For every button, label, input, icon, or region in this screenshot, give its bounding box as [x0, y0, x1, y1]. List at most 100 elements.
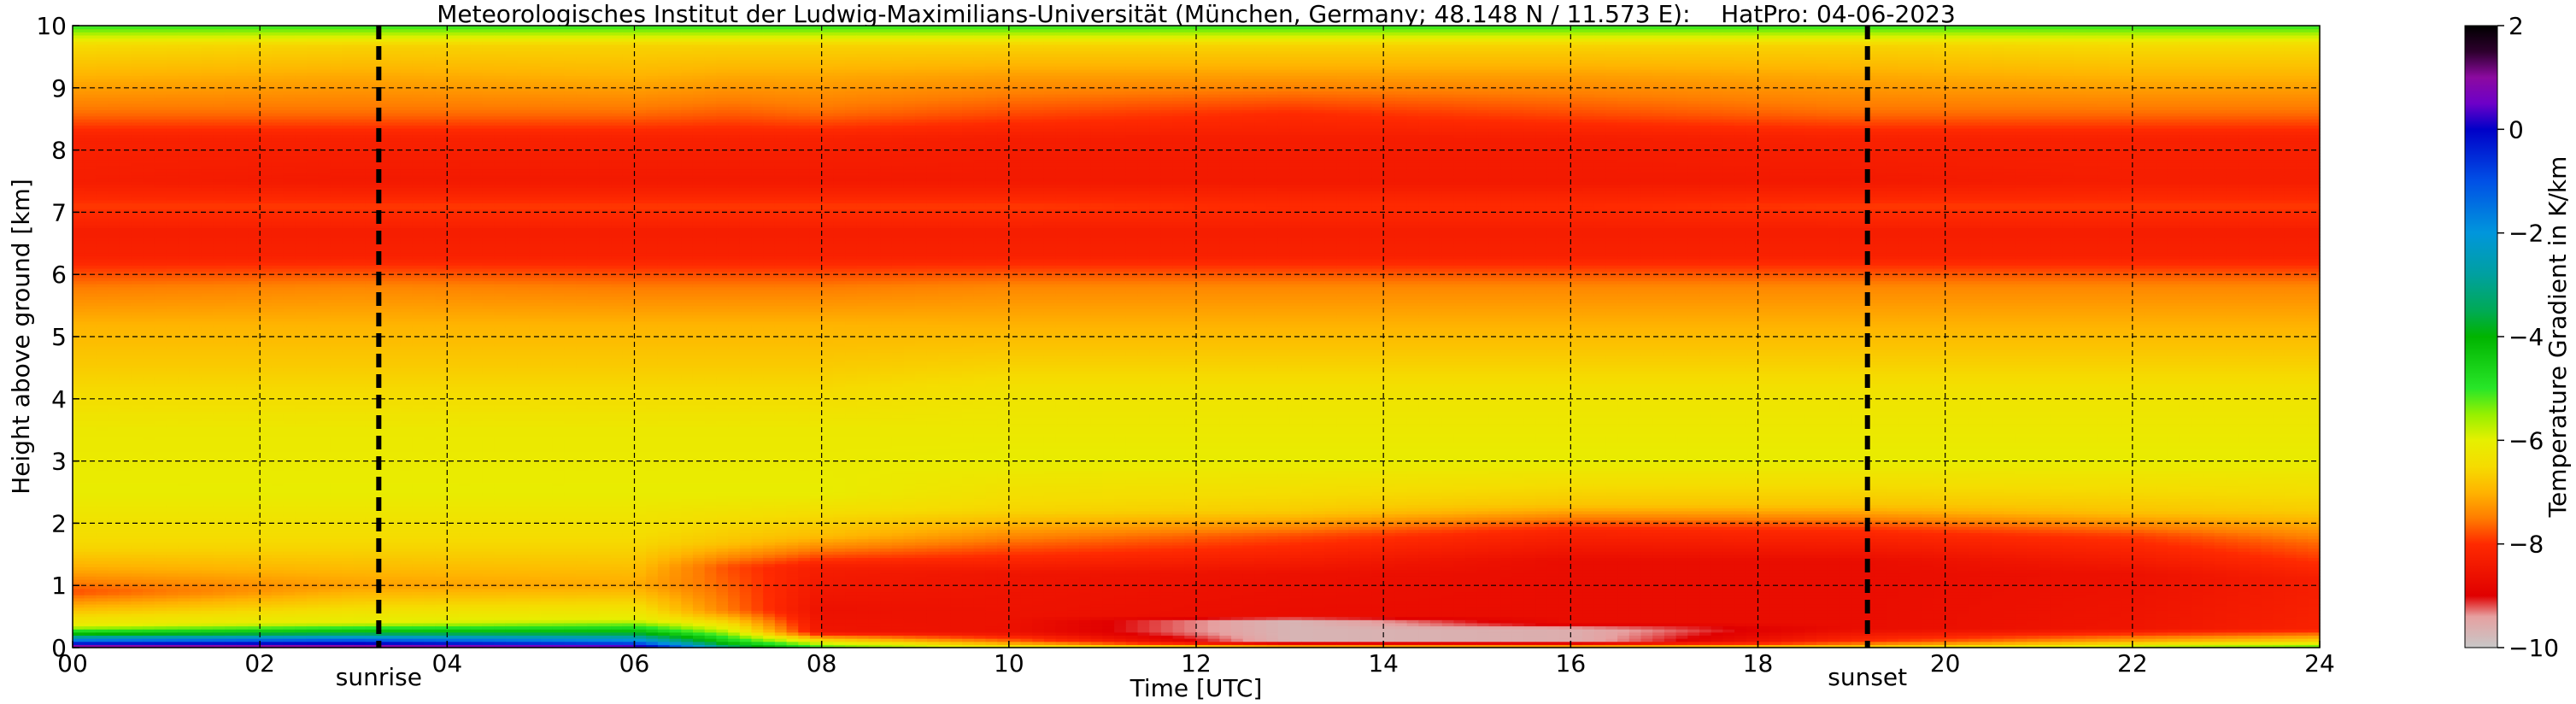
- heatmap-cell: [283, 34, 296, 39]
- heatmap-cell: [131, 112, 144, 117]
- heatmap-cell: [73, 221, 85, 226]
- heatmap-cell: [178, 290, 191, 294]
- heatmap-cell: [189, 610, 202, 614]
- heatmap-cell: [143, 455, 155, 459]
- heatmap-cell: [131, 47, 144, 51]
- heatmap-cell: [154, 398, 167, 403]
- heatmap-cell: [189, 153, 202, 157]
- heatmap-cell: [201, 439, 214, 443]
- heatmap-cell: [201, 638, 214, 642]
- heatmap-cell: [236, 591, 249, 595]
- heatmap-cell: [283, 131, 296, 135]
- heatmap-cell: [201, 206, 214, 210]
- heatmap-cell: [189, 221, 202, 226]
- heatmap-cell: [295, 436, 308, 440]
- heatmap-cell: [306, 591, 320, 595]
- heatmap-cell: [201, 560, 214, 565]
- heatmap-cell: [330, 202, 343, 207]
- heatmap-cell: [178, 588, 191, 593]
- heatmap-column: [260, 26, 273, 648]
- heatmap-cell: [353, 554, 367, 559]
- heatmap-cell: [248, 193, 261, 197]
- heatmap-cell: [236, 68, 249, 73]
- heatmap-cell: [318, 199, 331, 204]
- heatmap-cell: [201, 109, 214, 114]
- heatmap-cell: [295, 47, 308, 51]
- heatmap-cell: [306, 320, 320, 326]
- heatmap-cell: [189, 277, 202, 282]
- heatmap-cell: [306, 352, 320, 356]
- heatmap-cell: [271, 318, 285, 322]
- heatmap-cell: [131, 526, 144, 531]
- heatmap-cell: [166, 125, 179, 129]
- heatmap-cell: [306, 187, 320, 191]
- heatmap-cell: [131, 635, 144, 639]
- heatmap-cell: [213, 595, 226, 599]
- heatmap-cell: [295, 106, 308, 110]
- heatmap-cell: [131, 197, 144, 201]
- heatmap-cell: [96, 78, 109, 83]
- heatmap-cell: [108, 227, 120, 232]
- heatmap-cell: [353, 193, 367, 197]
- heatmap-cell: [271, 408, 285, 412]
- heatmap-cell: [143, 81, 155, 85]
- heatmap-cell: [353, 542, 367, 546]
- heatmap-cell: [318, 119, 331, 123]
- heatmap-cell: [306, 492, 320, 496]
- heatmap-cell: [260, 284, 273, 288]
- heatmap-cell: [353, 271, 367, 275]
- heatmap-cell: [342, 337, 355, 341]
- heatmap-cell: [178, 212, 191, 216]
- heatmap-cell: [260, 144, 273, 148]
- heatmap-cell: [295, 267, 308, 273]
- heatmap-cell: [295, 311, 308, 316]
- heatmap-cell: [271, 483, 285, 487]
- heatmap-cell: [189, 517, 202, 521]
- heatmap-cell: [96, 286, 109, 290]
- heatmap-cell: [295, 538, 308, 543]
- heatmap-cell: [236, 457, 249, 462]
- heatmap-cell: [236, 91, 249, 95]
- heatmap-cell: [342, 215, 355, 220]
- heatmap-cell: [143, 227, 155, 232]
- heatmap-cell: [166, 103, 179, 108]
- heatmap-cell: [143, 476, 155, 481]
- heatmap-cell: [236, 81, 249, 85]
- heatmap-cell: [330, 87, 343, 92]
- heatmap-cell: [236, 504, 249, 508]
- heatmap-cell: [166, 367, 179, 372]
- heatmap-cell: [108, 411, 120, 415]
- heatmap-cell: [178, 519, 191, 524]
- heatmap-cell: [271, 155, 285, 161]
- heatmap-cell: [342, 619, 355, 624]
- heatmap-cell: [166, 212, 179, 216]
- heatmap-cell: [306, 146, 320, 151]
- heatmap-cell: [154, 355, 167, 360]
- heatmap-cell: [96, 597, 109, 601]
- heatmap-cell: [248, 165, 261, 170]
- heatmap-cell: [353, 364, 367, 368]
- heatmap-cell: [119, 299, 132, 303]
- heatmap-cell: [154, 97, 167, 101]
- heatmap-cell: [342, 68, 355, 73]
- heatmap-cell: [330, 131, 343, 135]
- heatmap-cell: [260, 212, 273, 216]
- heatmap-cell: [213, 501, 226, 506]
- heatmap-cell: [213, 134, 226, 138]
- heatmap-cell: [143, 144, 155, 148]
- heatmap-cell: [353, 570, 367, 574]
- heatmap-cell: [295, 604, 308, 608]
- heatmap-cell: [342, 85, 355, 89]
- heatmap-cell: [154, 168, 167, 173]
- heatmap-cell: [342, 103, 355, 108]
- heatmap-cell: [225, 246, 238, 250]
- heatmap-cell: [330, 526, 343, 531]
- heatmap-cell: [119, 85, 132, 89]
- heatmap-cell: [154, 144, 167, 148]
- heatmap-cell: [96, 197, 109, 201]
- heatmap-cell: [154, 532, 167, 537]
- heatmap-cell: [353, 125, 367, 129]
- heatmap-cell: [178, 184, 191, 188]
- heatmap-cell: [131, 638, 144, 642]
- heatmap-cell: [119, 150, 132, 154]
